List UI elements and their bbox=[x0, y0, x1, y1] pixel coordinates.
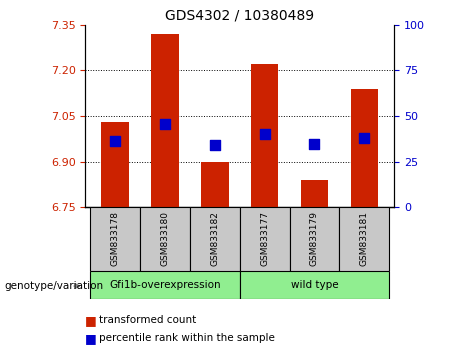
Point bbox=[361, 135, 368, 141]
Bar bbox=[90, 207, 140, 271]
Text: Gfi1b-overexpression: Gfi1b-overexpression bbox=[109, 280, 221, 290]
Title: GDS4302 / 10380489: GDS4302 / 10380489 bbox=[165, 8, 314, 22]
Bar bbox=[240, 271, 389, 299]
Point bbox=[261, 131, 268, 137]
Point bbox=[311, 141, 318, 147]
Bar bbox=[290, 207, 339, 271]
Text: ■: ■ bbox=[85, 314, 97, 327]
Text: GSM833179: GSM833179 bbox=[310, 211, 319, 267]
Text: GSM833177: GSM833177 bbox=[260, 211, 269, 267]
Text: transformed count: transformed count bbox=[99, 315, 196, 325]
Bar bbox=[101, 122, 129, 207]
Text: GSM833180: GSM833180 bbox=[160, 211, 170, 267]
Bar bbox=[151, 34, 179, 207]
Bar bbox=[240, 207, 290, 271]
Text: GSM833182: GSM833182 bbox=[210, 211, 219, 267]
Bar bbox=[190, 207, 240, 271]
Bar bbox=[350, 88, 378, 207]
Bar bbox=[201, 161, 229, 207]
Text: genotype/variation: genotype/variation bbox=[5, 281, 104, 291]
Text: GSM833178: GSM833178 bbox=[111, 211, 120, 267]
Bar bbox=[90, 271, 240, 299]
Text: percentile rank within the sample: percentile rank within the sample bbox=[99, 333, 275, 343]
Bar bbox=[339, 207, 389, 271]
Point bbox=[161, 121, 169, 126]
Point bbox=[211, 143, 219, 148]
Text: wild type: wild type bbox=[290, 280, 338, 290]
Text: ■: ■ bbox=[85, 332, 97, 344]
Bar bbox=[140, 207, 190, 271]
Text: GSM833181: GSM833181 bbox=[360, 211, 369, 267]
Bar bbox=[301, 180, 328, 207]
Point bbox=[112, 139, 119, 144]
Bar bbox=[251, 64, 278, 207]
